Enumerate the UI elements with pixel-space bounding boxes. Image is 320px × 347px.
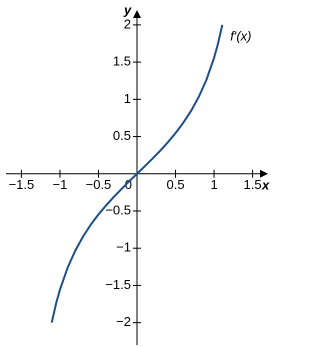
y-axis-label: y [123,2,132,17]
x-tick-label: −1.5 [9,177,35,192]
y-tick-label: −0.5 [105,202,131,217]
y-tick-label: 1 [124,91,131,106]
series-label: f′(x) [230,28,251,43]
x-axis-label: x [261,177,270,192]
x-tick-label: 0 [125,177,132,192]
x-tick-label: 1 [210,177,217,192]
x-tick-label: 0.5 [166,177,184,192]
line [50,24,224,323]
y-tick-label: 1.5 [113,54,131,69]
x-tick-label: −1 [53,177,68,192]
y-tick-label: −1.5 [105,277,131,292]
y-tick-label: 2 [124,16,131,31]
x-tick-label: 1.5 [244,177,262,192]
y-tick-label: 0.5 [113,128,131,143]
y-tick-label: −2 [116,314,131,329]
x-tick-label: −0.5 [86,177,112,192]
y-tick-label: −1 [116,240,131,255]
chart: x y −1.5 −1 −0.5 0 0.5 1 1.5 −2 −1.5 −1 −0.5 0.5 1 1.… [6,2,270,345]
